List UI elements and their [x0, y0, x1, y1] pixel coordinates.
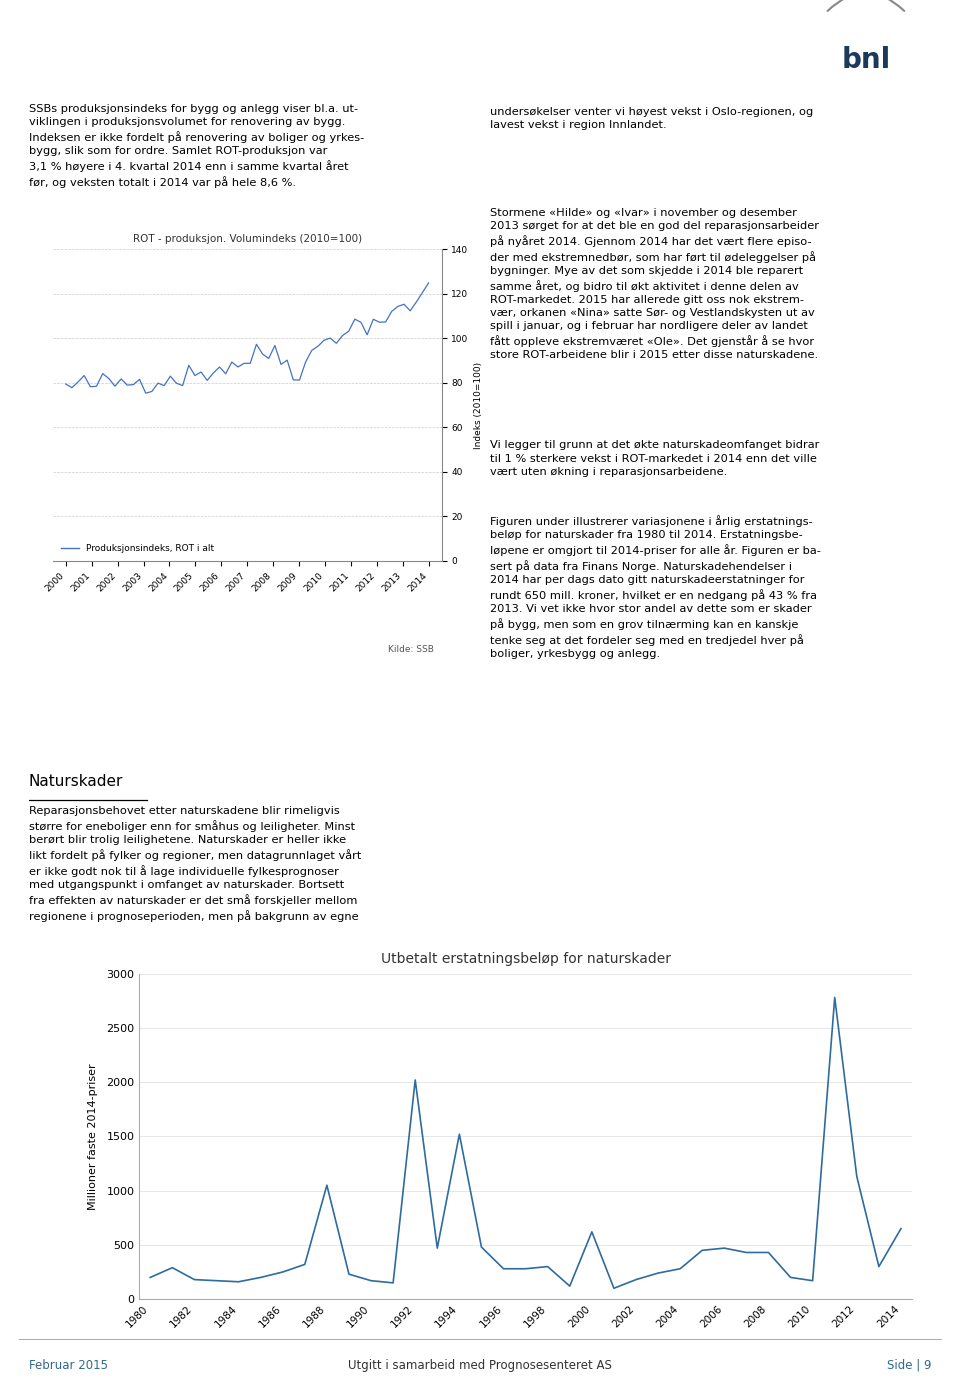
- Text: Side | 9: Side | 9: [887, 1359, 931, 1371]
- Text: undersøkelser venter vi høyest vekst i Oslo-regionen, og
lavest vekst i region I: undersøkelser venter vi høyest vekst i O…: [490, 107, 813, 130]
- Text: SSBs produksjonsindeks for bygg og anlegg viser bl.a. ut-
viklingen i produksjon: SSBs produksjonsindeks for bygg og anleg…: [29, 104, 364, 188]
- Text: bnl: bnl: [841, 46, 891, 75]
- Y-axis label: Indeks (2010=100): Indeks (2010=100): [474, 361, 483, 449]
- Text: Naturskader: Naturskader: [29, 774, 123, 789]
- Text: BNL KONJUNKTURAPPORT: BNL KONJUNKTURAPPORT: [21, 35, 324, 54]
- Text: Vi legger til grunn at det økte naturskadeomfanget bidrar
til 1 % sterkere vekst: Vi legger til grunn at det økte naturska…: [490, 440, 819, 476]
- Y-axis label: Millioner faste 2014-priser: Millioner faste 2014-priser: [88, 1064, 98, 1209]
- Text: Kilde: SSB: Kilde: SSB: [388, 645, 434, 655]
- Legend: Produksjonsindeks, ROT i alt: Produksjonsindeks, ROT i alt: [58, 540, 218, 557]
- Text: Figuren under illustrerer variasjonene i årlig erstatnings-
beløp for naturskade: Figuren under illustrerer variasjonene i…: [490, 515, 821, 659]
- Title: ROT - produksjon. Volumindeks (2010=100): ROT - produksjon. Volumindeks (2010=100): [132, 234, 362, 244]
- Text: FEB. 2015: FEB. 2015: [304, 36, 395, 54]
- Title: Utbetalt erstatningsbeløp for naturskader: Utbetalt erstatningsbeløp for naturskade…: [380, 951, 671, 965]
- Text: Reparasjonsbehovet etter naturskadene blir rimeligvis
større for eneboliger enn : Reparasjonsbehovet etter naturskadene bl…: [29, 806, 361, 922]
- Text: Utgitt i samarbeid med Prognosesenteret AS: Utgitt i samarbeid med Prognosesenteret …: [348, 1359, 612, 1371]
- Text: Februar 2015: Februar 2015: [29, 1359, 108, 1371]
- Text: Stormene «Hilde» og «Ivar» i november og desember
2013 sørget for at det ble en : Stormene «Hilde» og «Ivar» i november og…: [490, 208, 819, 360]
